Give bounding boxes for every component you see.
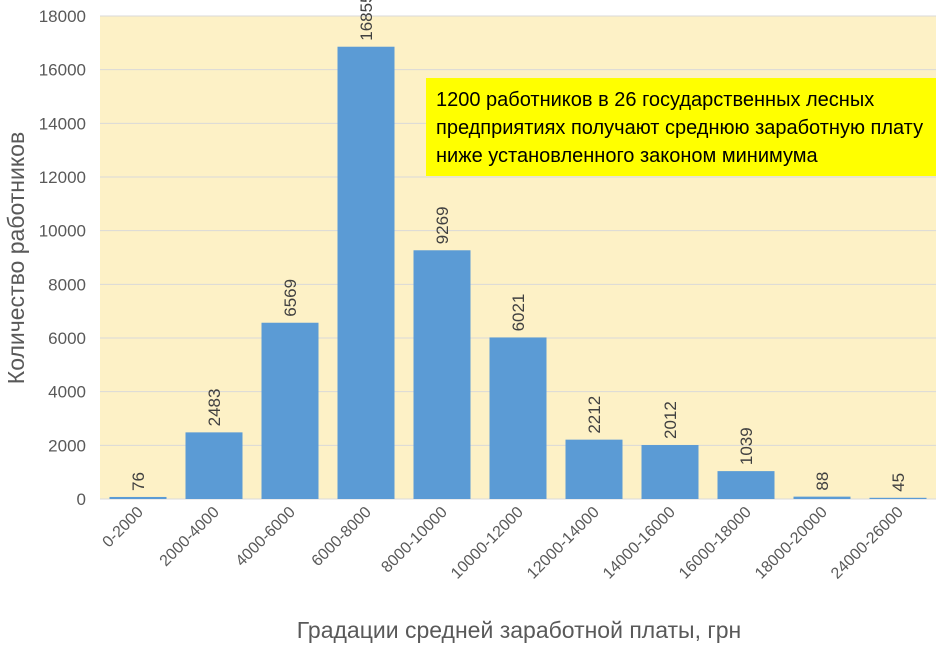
bar — [869, 497, 927, 499]
x-tick-label: 18000-20000 — [752, 504, 831, 583]
data-label: 2483 — [205, 389, 224, 427]
bar — [337, 46, 395, 499]
x-axis-ticks: 0-2000 2000-4000 4000-6000 6000-8000 8000-10… — [100, 504, 907, 583]
data-label: 76 — [129, 472, 148, 491]
x-tick-label: 24000-26000 — [828, 504, 907, 583]
x-tick-label: 16000-18000 — [676, 504, 755, 583]
data-label: 16855 — [357, 0, 376, 41]
y-tick-label: 4000 — [48, 383, 86, 402]
x-tick-label: 8000-10000 — [378, 504, 450, 576]
y-tick-label: 16000 — [39, 61, 86, 80]
y-axis-title: Количество работников — [3, 132, 29, 384]
y-tick-label: 12000 — [39, 168, 86, 187]
y-tick-label: 6000 — [48, 329, 86, 348]
data-label: 9269 — [433, 206, 452, 244]
data-labels: 76 2483 6569 16855 9269 6021 2212 2012 1039 88 45 — [129, 0, 908, 492]
x-tick-label: 0-2000 — [100, 504, 147, 551]
bar — [185, 432, 243, 499]
data-label: 88 — [813, 472, 832, 491]
bar — [717, 471, 775, 499]
bar — [565, 439, 623, 499]
y-tick-label: 0 — [77, 490, 86, 509]
y-axis-ticks: 0 2000 4000 6000 8000 10000 12000 14000 16000 180… — [39, 7, 86, 509]
y-tick-label: 14000 — [39, 114, 86, 133]
data-label: 45 — [889, 473, 908, 492]
x-tick-label: 10000-12000 — [448, 504, 527, 583]
bar — [109, 496, 167, 499]
x-tick-label: 4000-6000 — [233, 504, 299, 570]
bar — [413, 250, 471, 499]
y-tick-label: 10000 — [39, 222, 86, 241]
data-label: 2012 — [661, 401, 680, 439]
bar — [641, 445, 699, 499]
x-tick-label: 6000-8000 — [309, 504, 375, 570]
bar — [261, 322, 319, 499]
x-axis-title: Градации средней заработной платы, грн — [297, 617, 741, 643]
bars — [109, 46, 927, 499]
data-label: 2212 — [585, 396, 604, 434]
y-tick-label: 2000 — [48, 436, 86, 455]
y-tick-label: 8000 — [48, 275, 86, 294]
annotation-callout: 1200 работников в 26 государственных лес… — [426, 78, 936, 176]
data-label: 1039 — [737, 427, 756, 465]
bar — [793, 496, 851, 499]
x-tick-label: 14000-16000 — [600, 504, 679, 583]
y-tick-label: 18000 — [39, 7, 86, 26]
x-tick-label: 2000-4000 — [157, 504, 223, 570]
data-label: 6021 — [509, 294, 528, 332]
x-tick-label: 12000-14000 — [524, 504, 603, 583]
data-label: 6569 — [281, 279, 300, 317]
bar — [489, 337, 547, 499]
